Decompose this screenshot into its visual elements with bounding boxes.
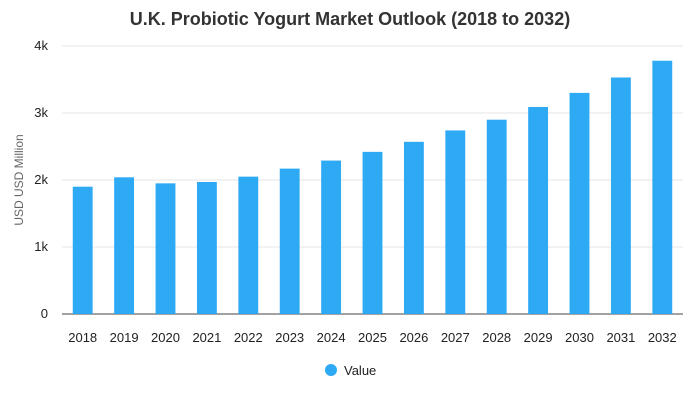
bar-2019[interactable] (114, 177, 135, 314)
x-tick-label: 2026 (399, 330, 428, 345)
x-tick-label: 2030 (565, 330, 594, 345)
x-tick-label: 2022 (234, 330, 263, 345)
x-tick-label: 2018 (68, 330, 97, 345)
chart-title: U.K. Probiotic Yogurt Market Outlook (20… (130, 9, 570, 29)
x-tick-label: 2021 (192, 330, 221, 345)
x-tick-label: 2029 (524, 330, 553, 345)
bar-2032[interactable] (652, 60, 673, 314)
x-tick-label: 2023 (275, 330, 304, 345)
bar-2018[interactable] (72, 186, 93, 314)
bar-2025[interactable] (362, 151, 383, 314)
y-tick-label: 2k (34, 172, 48, 187)
y-tick-labels: 0 1k 2k 3k 4k (34, 38, 48, 321)
x-tick-label: 2027 (441, 330, 470, 345)
bar-2027[interactable] (445, 130, 466, 314)
x-tick-label: 2031 (606, 330, 635, 345)
bar-2028[interactable] (486, 119, 507, 314)
y-tick-label: 1k (34, 239, 48, 254)
y-tick-label: 4k (34, 38, 48, 53)
bar-2026[interactable] (403, 141, 424, 314)
bars-layer (72, 60, 673, 315)
bar-2022[interactable] (238, 176, 259, 314)
bar-2029[interactable] (528, 106, 549, 314)
bar-2023[interactable] (279, 168, 300, 314)
x-tick-label: 2024 (317, 330, 346, 345)
x-tick-label: 2019 (110, 330, 139, 345)
x-tick-label: 2025 (358, 330, 387, 345)
legend-marker-value (325, 364, 337, 376)
bar-2020[interactable] (155, 183, 176, 314)
y-axis-title: USD USD Million (12, 134, 26, 225)
x-tick-label: 2032 (648, 330, 677, 345)
bar-2021[interactable] (196, 182, 217, 314)
bar-2030[interactable] (569, 92, 590, 315)
x-tick-label: 2020 (151, 330, 180, 345)
bar-2024[interactable] (321, 160, 342, 314)
legend-label-value: Value (344, 363, 376, 378)
x-tick-label: 2028 (482, 330, 511, 345)
y-tick-label: 0 (41, 306, 48, 321)
x-tick-labels: 2018 2019 2020 2021 2022 2023 2024 2025 2026 2027… (68, 330, 677, 345)
bar-2031[interactable] (610, 77, 631, 315)
y-tick-label: 3k (34, 105, 48, 120)
legend[interactable]: Value (325, 363, 376, 378)
